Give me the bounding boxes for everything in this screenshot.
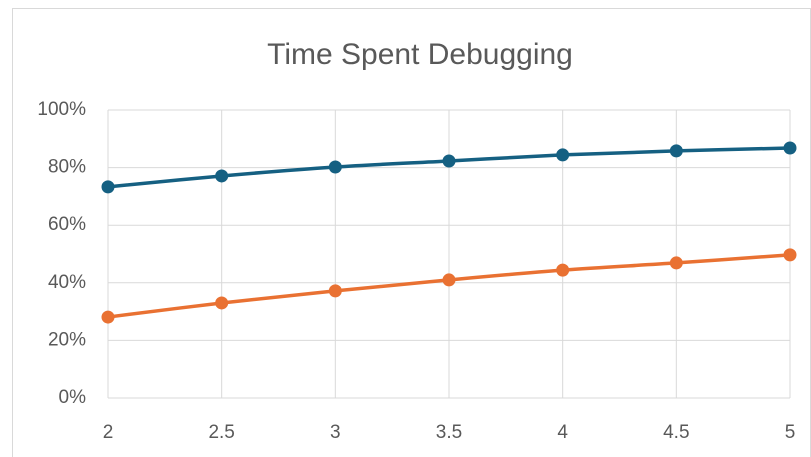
x-tick-label: 2.5 — [208, 422, 234, 443]
y-tick-label: 100% — [37, 99, 86, 120]
y-tick-label: 0% — [59, 387, 87, 408]
point — [783, 248, 797, 262]
chart-border — [12, 8, 811, 457]
point — [556, 148, 570, 162]
x-tick-label: 5 — [785, 422, 796, 443]
point — [669, 144, 683, 158]
point — [328, 284, 342, 298]
x-tick-label: 3.5 — [436, 422, 462, 443]
point — [442, 154, 456, 168]
y-tick-label: 60% — [48, 214, 86, 235]
point — [101, 180, 115, 194]
point — [783, 141, 797, 155]
point — [669, 256, 683, 270]
y-tick-label: 80% — [48, 157, 86, 178]
x-tick-label: 2 — [103, 422, 114, 443]
point — [442, 273, 456, 287]
point — [101, 310, 115, 324]
x-tick-label: 4 — [557, 422, 568, 443]
x-tick-label: 4.5 — [663, 422, 689, 443]
chart-title: Time Spent Debugging — [267, 38, 573, 71]
y-tick-label: 20% — [48, 329, 86, 350]
point — [215, 169, 229, 183]
point — [556, 263, 570, 277]
x-tick-label: 3 — [330, 422, 341, 443]
point — [215, 296, 229, 310]
point — [328, 160, 342, 174]
y-tick-label: 40% — [48, 272, 86, 293]
